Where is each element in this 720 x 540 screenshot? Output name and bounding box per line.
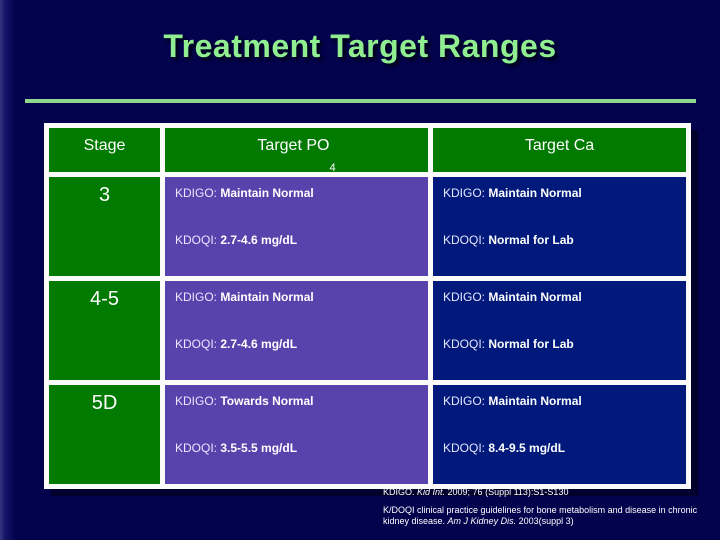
citation-text: K/DOQI clinical practice guidelines for … bbox=[383, 505, 698, 526]
citation-kdoqi: K/DOQI clinical practice guidelines for … bbox=[383, 505, 709, 527]
po4-cell-stage5d: KDIGO: Towards Normal KDOQI: 3.5-5.5 mg/… bbox=[165, 385, 428, 484]
stage-cell-4-5: 4-5 bbox=[49, 281, 160, 380]
ca-cell-stage5d: KDIGO: Maintain Normal KDOQI: 8.4-9.5 mg… bbox=[433, 385, 686, 484]
kdigo-label: KDIGO: bbox=[443, 290, 486, 304]
kdigo-label: KDIGO: bbox=[175, 394, 218, 408]
citations: KDIGO. Kid Int. 2009; 76 (Suppl 113):S1-… bbox=[383, 487, 709, 527]
citation-text: 2009; 76 (Suppl 113):S1-S130 bbox=[445, 487, 569, 497]
po4-cell-stage4-5: KDIGO: Maintain Normal KDOQI: 2.7-4.6 mg… bbox=[165, 281, 428, 380]
column-header-ca-label: Target Ca bbox=[524, 137, 595, 154]
kdoqi-label: KDOQI: bbox=[175, 441, 218, 455]
kdigo-guideline: KDIGO: Towards Normal bbox=[175, 394, 424, 409]
kdigo-guideline: KDIGO: Maintain Normal bbox=[175, 290, 424, 305]
kdigo-label: KDIGO: bbox=[175, 290, 218, 304]
stage-cell-5d: 5D bbox=[49, 385, 160, 484]
kdigo-value: Maintain Normal bbox=[488, 186, 582, 200]
kdoqi-guideline: KDOQI: Normal for Lab bbox=[443, 337, 682, 352]
kdigo-value: Maintain Normal bbox=[220, 290, 314, 304]
po4-subscript: 4 bbox=[329, 162, 336, 174]
kdoqi-label: KDOQI: bbox=[443, 337, 486, 351]
kdigo-guideline: KDIGO: Maintain Normal bbox=[443, 186, 682, 201]
kdigo-value: Maintain Normal bbox=[488, 394, 582, 408]
citation-text: 2003(suppl 3) bbox=[516, 516, 574, 526]
kdigo-value: Maintain Normal bbox=[220, 186, 314, 200]
title-underline bbox=[25, 99, 696, 103]
slide-left-edge-highlight bbox=[0, 0, 16, 540]
kdoqi-value: 2.7-4.6 mg/dL bbox=[220, 337, 298, 351]
page-title: Treatment Target Ranges bbox=[163, 28, 557, 64]
kdoqi-guideline: KDOQI: 2.7-4.6 mg/dL bbox=[175, 233, 424, 248]
treatment-targets-table: Stage Target PO 4 Target Ca 3 KDIGO: Main… bbox=[44, 123, 691, 489]
kdoqi-label: KDOQI: bbox=[175, 337, 218, 351]
column-header-stage-label: Stage bbox=[83, 137, 126, 154]
ca-cell-stage4-5: KDIGO: Maintain Normal KDOQI: Normal for… bbox=[433, 281, 686, 380]
column-header-target-ca: Target Ca bbox=[433, 128, 686, 172]
kdoqi-label: KDOQI: bbox=[175, 233, 218, 247]
citation-journal: Am J Kidney Dis. bbox=[447, 516, 517, 526]
kdoqi-value: Normal for Lab bbox=[488, 233, 574, 247]
column-header-po4-label: Target PO bbox=[257, 137, 330, 154]
kdoqi-guideline: KDOQI: 2.7-4.6 mg/dL bbox=[175, 337, 424, 352]
citation-kdigo: KDIGO. Kid Int. 2009; 76 (Suppl 113):S1-… bbox=[383, 487, 709, 498]
kdigo-guideline: KDIGO: Maintain Normal bbox=[443, 290, 682, 305]
column-header-stage: Stage bbox=[49, 128, 160, 172]
po4-cell-stage3: KDIGO: Maintain Normal KDOQI: 2.7-4.6 mg… bbox=[165, 177, 428, 276]
column-header-target-po4: Target PO 4 bbox=[165, 128, 428, 174]
kdigo-value: Towards Normal bbox=[220, 394, 314, 408]
kdoqi-label: KDOQI: bbox=[443, 233, 486, 247]
kdigo-label: KDIGO: bbox=[443, 394, 486, 408]
kdoqi-value: 3.5-5.5 mg/dL bbox=[220, 441, 298, 455]
kdigo-guideline: KDIGO: Maintain Normal bbox=[175, 186, 424, 201]
ca-cell-stage3: KDIGO: Maintain Normal KDOQI: Normal for… bbox=[433, 177, 686, 276]
kdoqi-guideline: KDOQI: 8.4-9.5 mg/dL bbox=[443, 441, 682, 456]
kdoqi-guideline: KDOQI: 3.5-5.5 mg/dL bbox=[175, 441, 424, 456]
citation-journal: Kid Int. bbox=[417, 487, 446, 497]
citation-text: KDIGO. bbox=[383, 487, 418, 497]
kdigo-label: KDIGO: bbox=[443, 186, 486, 200]
kdoqi-label: KDOQI: bbox=[443, 441, 486, 455]
kdigo-guideline: KDIGO: Maintain Normal bbox=[443, 394, 682, 409]
kdoqi-value: 2.7-4.6 mg/dL bbox=[220, 233, 298, 247]
kdoqi-value: 8.4-9.5 mg/dL bbox=[488, 441, 566, 455]
kdigo-label: KDIGO: bbox=[175, 186, 218, 200]
kdoqi-value: Normal for Lab bbox=[488, 337, 574, 351]
kdoqi-guideline: KDOQI: Normal for Lab bbox=[443, 233, 682, 248]
stage-cell-3: 3 bbox=[49, 177, 160, 276]
kdigo-value: Maintain Normal bbox=[488, 290, 582, 304]
